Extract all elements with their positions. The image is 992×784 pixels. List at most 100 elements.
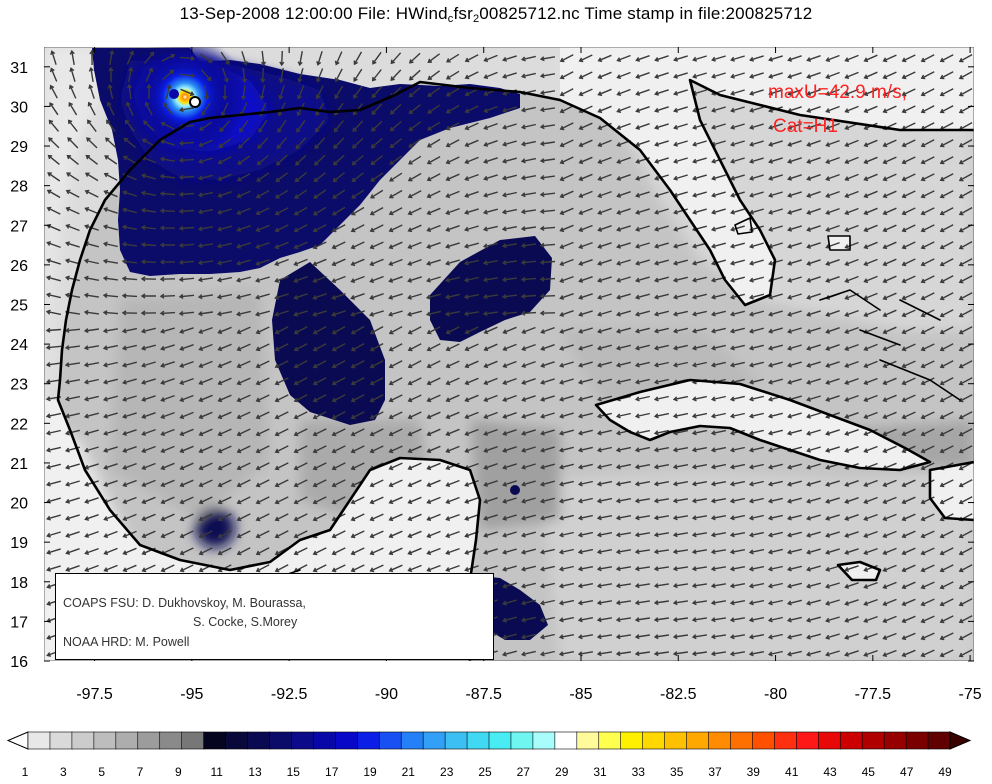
- wind-arrow: [691, 447, 708, 453]
- wind-arrow: [786, 565, 802, 572]
- wind-arrow: [806, 480, 821, 487]
- wind-arrow: [521, 429, 536, 436]
- wind-arrow: [179, 428, 194, 437]
- wind-arrow: [464, 514, 479, 521]
- wind-arrow: [241, 67, 248, 84]
- wind-arrow: [275, 189, 289, 199]
- wind-arrow: [123, 137, 136, 148]
- wind-arrow: [805, 650, 821, 657]
- wind-arrow: [558, 616, 575, 623]
- wind-arrow: [502, 429, 517, 436]
- wind-arrow: [236, 172, 251, 182]
- wind-arrow: [408, 104, 421, 115]
- wind-arrow: [521, 497, 536, 504]
- wind-arrow: [294, 154, 307, 166]
- wind-arrow: [64, 345, 80, 351]
- wind-arrow: [464, 191, 479, 198]
- wind-arrow: [83, 395, 99, 402]
- wind-arrow: [920, 530, 935, 539]
- wind-arrow: [615, 634, 632, 640]
- wind-arrow: [255, 377, 270, 386]
- wind-arrow: [806, 106, 821, 113]
- wind-arrow: [445, 139, 460, 148]
- wind-arrow: [767, 548, 783, 555]
- wind-arrow: [427, 70, 441, 80]
- wind-arrow: [445, 479, 460, 487]
- wind-arrow: [882, 207, 897, 216]
- wind-arrow: [710, 463, 727, 470]
- wind-arrow: [673, 140, 688, 147]
- wind-arrow: [236, 259, 251, 266]
- wind-arrow: [121, 207, 137, 214]
- wind-arrow: [220, 51, 230, 65]
- wind-arrow: [673, 55, 688, 62]
- wind-arrow: [45, 309, 62, 316]
- wind-arrow: [825, 361, 840, 368]
- wind-arrow: [559, 207, 574, 216]
- wind-arrow: [634, 446, 651, 453]
- wind-arrow: [502, 343, 517, 351]
- wind-arrow: [274, 224, 289, 233]
- wind-arrow: [958, 615, 973, 624]
- wind-arrow: [445, 70, 460, 80]
- wind-arrow: [103, 564, 118, 572]
- wind-arrow: [653, 617, 670, 623]
- wind-arrow: [672, 600, 689, 606]
- wind-arrow: [958, 138, 973, 148]
- wind-arrow: [882, 343, 897, 352]
- wind-arrow: [159, 156, 176, 162]
- wind-arrow: [749, 174, 764, 181]
- wind-arrow: [334, 85, 344, 100]
- wind-arrow: [388, 377, 403, 386]
- wind-arrow: [255, 428, 270, 437]
- wind-arrow: [502, 497, 517, 504]
- wind-arrow: [218, 138, 232, 148]
- wind-arrow: [748, 531, 764, 538]
- wind-arrow: [787, 344, 802, 351]
- colorbar-swatch: [488, 731, 512, 750]
- wind-arrow: [673, 157, 688, 164]
- wind-arrow: [691, 583, 708, 589]
- wind-arrow: [596, 566, 613, 572]
- wind-arrow: [296, 119, 306, 133]
- wind-arrow: [901, 105, 916, 114]
- wind-arrow: [334, 51, 343, 66]
- wind-arrow: [748, 378, 764, 385]
- wind-arrow: [255, 462, 270, 471]
- wind-arrow: [577, 446, 593, 453]
- wind-arrow: [559, 395, 574, 402]
- wind-arrow: [483, 54, 498, 63]
- wind-arrow: [160, 327, 175, 334]
- wind-arrow: [863, 394, 878, 402]
- wind-arrow: [293, 377, 308, 386]
- wind-arrow: [520, 650, 536, 657]
- wind-arrow: [140, 190, 157, 197]
- wind-arrow: [483, 360, 498, 369]
- wind-arrow: [692, 140, 707, 147]
- wind-arrow: [69, 49, 75, 66]
- wind-arrow: [161, 53, 176, 62]
- wind-arrow: [787, 259, 802, 266]
- wind-arrow: [597, 54, 612, 63]
- wind-arrow: [730, 89, 745, 96]
- wind-arrow: [388, 564, 403, 573]
- wind-arrow: [483, 548, 498, 555]
- wind-arrow: [539, 514, 555, 521]
- wind-arrow: [371, 103, 383, 116]
- wind-arrow: [370, 189, 384, 199]
- wind-arrow: [350, 394, 365, 403]
- wind-arrow: [128, 66, 134, 83]
- wind-arrow: [672, 651, 689, 657]
- wind-arrow: [882, 173, 897, 182]
- wind-arrow: [748, 548, 765, 555]
- wind-arrow: [293, 241, 308, 250]
- x-tick-label: -77.5: [855, 686, 892, 703]
- wind-arrow: [64, 395, 81, 402]
- wind-arrow: [426, 428, 441, 437]
- wind-arrow: [102, 395, 118, 402]
- colorbar-tick-label: 9: [175, 765, 182, 779]
- wind-arrow: [316, 68, 324, 83]
- wind-arrow: [408, 69, 421, 81]
- wind-arrow: [369, 377, 384, 386]
- wind-arrow: [388, 325, 403, 335]
